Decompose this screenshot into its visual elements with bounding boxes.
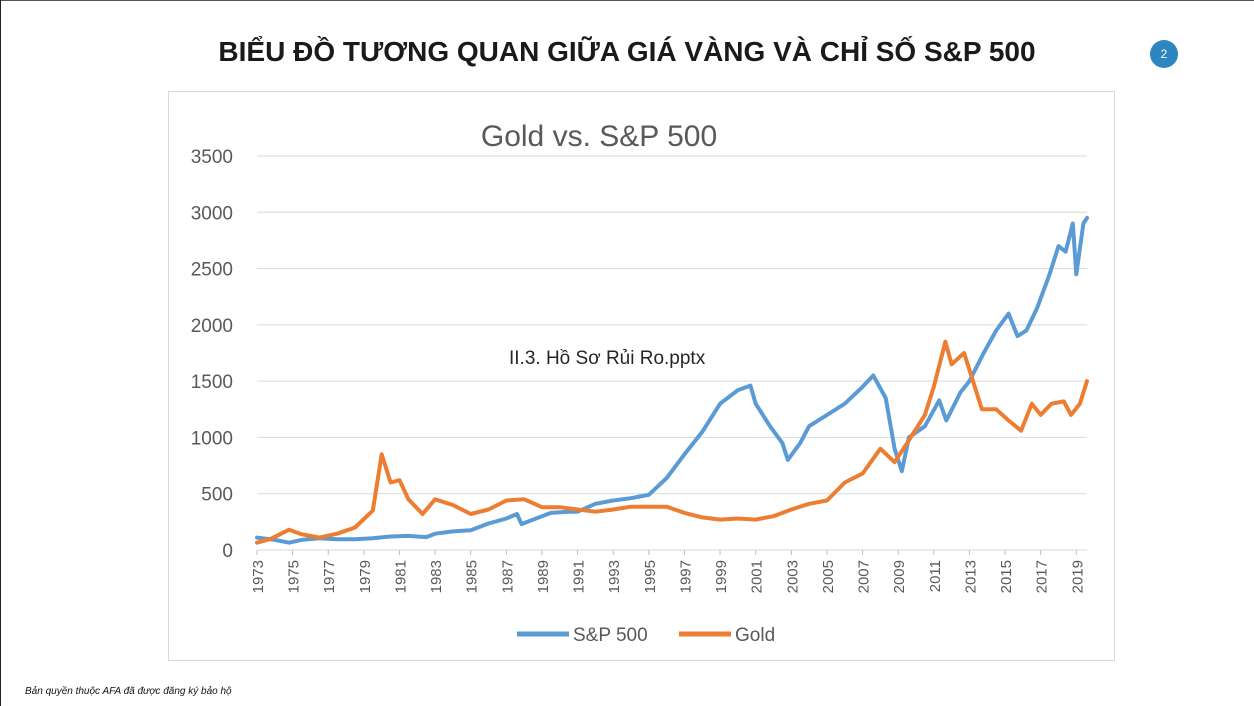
x-tick-label: 1991 [571, 560, 588, 593]
line-chart: Gold vs. S&P 500 0 500 1000 1500 2000 2500 3000… [191, 120, 1089, 646]
y-tick-label: 0 [222, 541, 233, 562]
x-tick-label: 2005 [820, 560, 837, 593]
x-tick-label: 1989 [535, 560, 552, 593]
chart-title: Gold vs. S&P 500 [481, 120, 717, 153]
chart-annotation: II.3. Hồ Sơ Rủi Ro.pptx [509, 348, 706, 369]
x-tick-label: 1993 [606, 560, 623, 593]
x-tick-label: 1973 [250, 560, 267, 593]
x-tick-label: 1977 [321, 560, 338, 593]
copyright-footer: Bản quyền thuộc AFA đã được đăng ký bảo … [25, 686, 232, 697]
legend-label: S&P 500 [573, 625, 648, 646]
series-line-gold [255, 339, 1089, 545]
slide-border-left [0, 0, 1, 706]
y-tick-label: 1000 [191, 428, 233, 449]
series-line-sp500 [255, 215, 1089, 545]
x-tick-label: 2003 [784, 560, 801, 593]
chart-frame: Gold vs. S&P 500 0 500 1000 1500 2000 2500 3000… [168, 91, 1115, 661]
y-tick-label: 500 [201, 485, 233, 506]
x-tick-label: 2011 [927, 560, 944, 592]
x-tick-label: 1975 [286, 560, 303, 593]
slide-title: BIỂU ĐỒ TƯƠNG QUAN GIỮA GIÁ VÀNG VÀ CHỈ … [218, 36, 1036, 67]
x-tick-label: 2019 [1069, 560, 1086, 593]
y-tick-label: 2500 [191, 260, 233, 281]
legend-label: Gold [735, 625, 775, 646]
x-tick-label: 1997 [677, 560, 694, 593]
x-tick-label: 1981 [392, 560, 409, 593]
y-tick-label: 2000 [191, 316, 233, 337]
x-tick-label: 2009 [891, 560, 908, 593]
x-tick-label: 2013 [962, 560, 979, 593]
x-tick-label: 2001 [749, 560, 766, 593]
x-tick-label: 2017 [1034, 560, 1051, 593]
x-tick-label: 1985 [464, 560, 481, 593]
page-number-badge: 2 [1150, 40, 1178, 68]
x-tick-label: 2007 [856, 560, 873, 593]
x-tick-label: 1987 [499, 560, 516, 593]
y-tick-label: 1500 [191, 372, 233, 393]
slide-border-top [0, 0, 1254, 1]
x-tick-label: 1983 [428, 560, 445, 593]
y-tick-label: 3500 [191, 147, 233, 168]
x-tick-label: 1995 [642, 560, 659, 593]
y-tick-label: 3000 [191, 203, 233, 224]
x-tick-label: 2015 [998, 560, 1015, 593]
x-tick-label: 1979 [357, 560, 374, 593]
x-tick-label: 1999 [713, 560, 730, 593]
